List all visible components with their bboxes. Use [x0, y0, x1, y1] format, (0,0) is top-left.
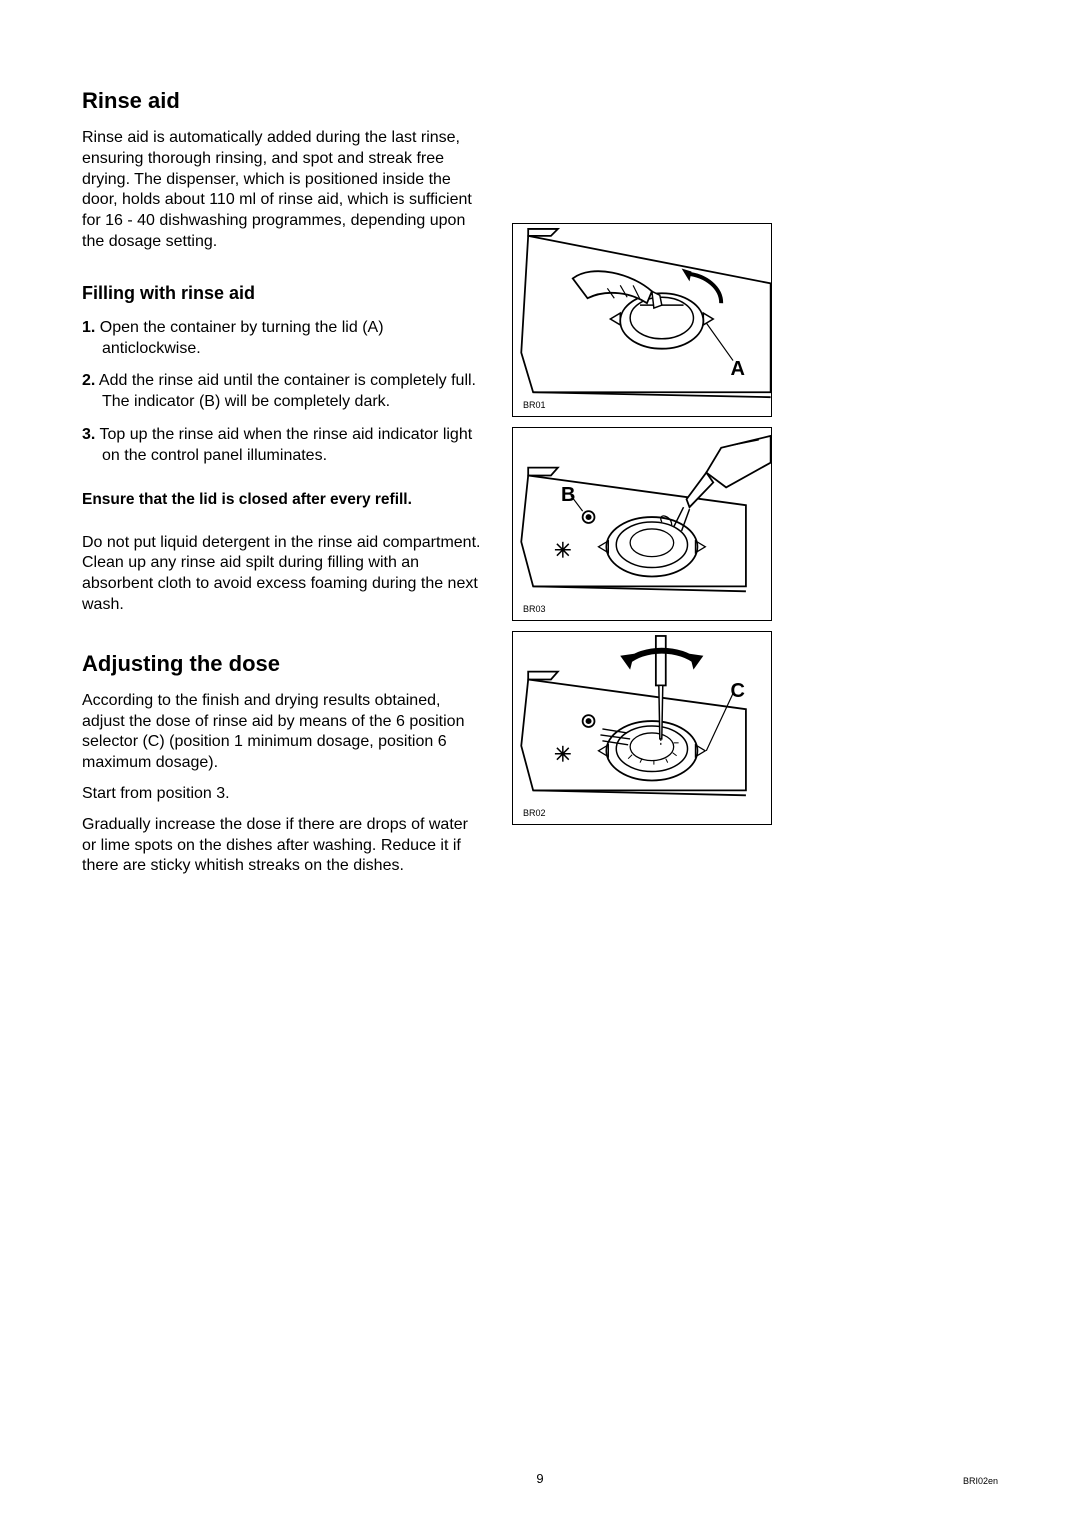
figure-br01: A BR01 [512, 223, 772, 417]
doc-ref: BRI02en [963, 1476, 998, 1486]
diagram-br03-icon [513, 428, 771, 620]
diagram-br02-icon [513, 632, 771, 824]
page-container: Rinse aid Rinse aid is automatically add… [0, 0, 1080, 927]
figure-letter-a: A [731, 358, 745, 381]
page-number: 9 [536, 1471, 543, 1486]
step-text: Add the rinse aid until the container is… [99, 372, 476, 410]
figure-caption-br02: BR02 [523, 808, 546, 818]
figure-br03: B BR03 [512, 427, 772, 621]
filling-steps-list: 1. Open the container by turning the lid… [82, 318, 482, 467]
text-column: Rinse aid Rinse aid is automatically add… [82, 88, 482, 887]
figure-letter-c: C [731, 680, 745, 703]
list-item: 3. Top up the rinse aid when the rinse a… [82, 425, 482, 467]
figure-letter-b: B [561, 484, 575, 507]
figure-caption-br01: BR01 [523, 400, 546, 410]
subsection-heading-filling: Filling with rinse aid [82, 283, 482, 304]
adjusting-para2: Start from position 3. [82, 784, 482, 805]
figure-caption-br03: BR03 [523, 604, 546, 614]
figure-column: A BR01 [512, 223, 772, 887]
intro-paragraph: Rinse aid is automatically added during … [82, 128, 482, 253]
list-item: 2. Add the rinse aid until the container… [82, 371, 482, 413]
adjusting-para3: Gradually increase the dose if there are… [82, 815, 482, 877]
warning-paragraph: Do not put liquid detergent in the rinse… [82, 533, 482, 616]
step-text: Top up the rinse aid when the rinse aid … [100, 426, 473, 464]
adjusting-para1: According to the finish and drying resul… [82, 691, 482, 774]
diagram-br01-icon [513, 224, 771, 416]
section-heading-adjusting: Adjusting the dose [82, 651, 482, 677]
step-text: Open the container by turning the lid (A… [100, 319, 384, 357]
section-heading-rinse-aid: Rinse aid [82, 88, 482, 114]
list-item: 1. Open the container by turning the lid… [82, 318, 482, 360]
bold-note: Ensure that the lid is closed after ever… [82, 491, 482, 509]
figure-br02: C BR02 [512, 631, 772, 825]
